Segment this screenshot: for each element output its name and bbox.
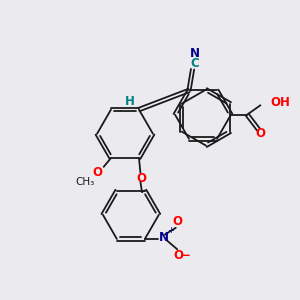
Text: N: N xyxy=(159,231,169,244)
Text: C: C xyxy=(190,57,199,70)
Text: O: O xyxy=(174,249,184,262)
Text: O: O xyxy=(172,215,182,228)
Text: O: O xyxy=(136,172,146,185)
Text: −: − xyxy=(181,249,191,262)
Text: O: O xyxy=(256,127,266,140)
Text: +: + xyxy=(167,226,174,235)
Text: O: O xyxy=(92,166,102,179)
Text: H: H xyxy=(124,95,134,108)
Text: OH: OH xyxy=(271,96,291,109)
Text: N: N xyxy=(190,47,200,60)
Text: CH₃: CH₃ xyxy=(76,177,95,187)
